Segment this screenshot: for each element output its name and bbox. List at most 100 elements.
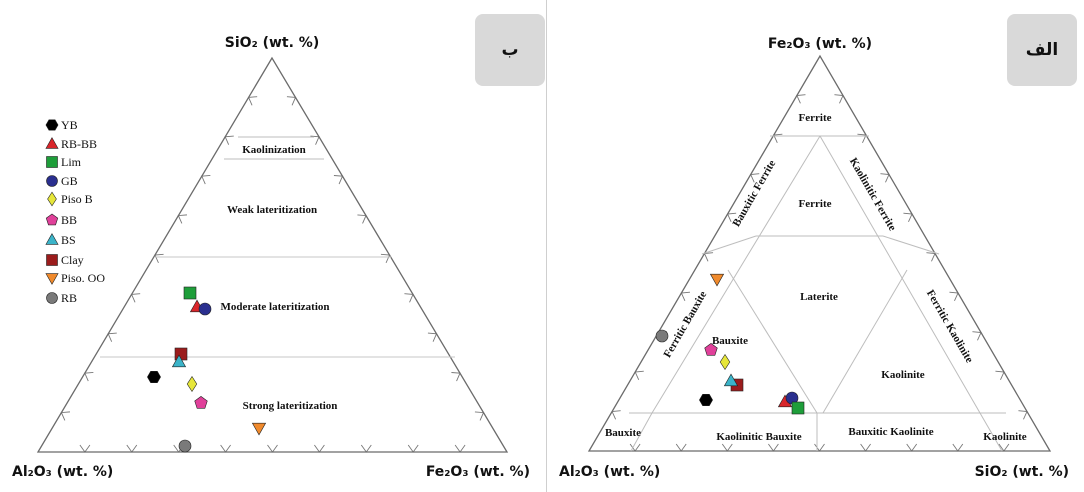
left-tick-right-7: [333, 175, 344, 185]
left-point-lim: [183, 286, 197, 300]
right-zone-laterite: Laterite: [800, 291, 838, 303]
right-axis-right-label: SiO₂ (wt. %): [975, 464, 1069, 480]
left-tick-left-8: [84, 372, 94, 382]
legend-label-lim: Lim: [61, 155, 82, 169]
left-tick-bottom-7: [360, 444, 372, 453]
legend-marker-rb-bb: [45, 137, 59, 149]
left-zone-kaolinization: Kaolinization: [242, 144, 306, 156]
right-tick-bottom-5: [814, 443, 825, 452]
right-tick-left-1: [796, 94, 806, 104]
left-tick-right-6: [357, 214, 367, 224]
legend-marker-piso-b: [47, 191, 57, 207]
right-tick-left-9: [611, 410, 621, 420]
right-ternary-panel: الف Fe₂O₃ (wt. %) Al₂O₃ (wt. %) SiO₂ (wt…: [547, 0, 1084, 492]
legend-label-rb: RB: [61, 291, 77, 305]
left-tick-left-5: [154, 253, 164, 264]
right-tick-right-7: [880, 173, 890, 183]
right-tick-bottom-2: [675, 443, 687, 452]
left-tick-right-3: [427, 332, 438, 342]
left-axis-right-label: Fe₂O₃ (wt. %): [426, 464, 530, 480]
right-zone-bauxitic-kaolinite: Bauxitic Kaolinite: [848, 426, 933, 438]
left-tick-bottom-1: [79, 444, 91, 453]
left-zone-strong-lateritization: Strong lateritization: [243, 400, 338, 412]
right-tick-bottom-3: [721, 443, 733, 452]
legend-marker-yb: [45, 119, 59, 131]
left-panel-badge: ب: [475, 14, 545, 86]
left-zone-weak-lateritization: Weak lateritization: [227, 204, 317, 216]
legend-label-bb: BB: [61, 213, 77, 227]
right-tick-right-2: [995, 370, 1005, 381]
right-zone-ferritic-kaolinite: Ferritic Kaolinite: [924, 288, 976, 365]
legend-marker-rb: [46, 292, 58, 304]
left-tick-left-9: [60, 411, 71, 421]
right-point-bs: [723, 373, 739, 387]
left-sample-points: [147, 286, 267, 453]
left-point-piso-b: [186, 375, 198, 393]
right-zone-kaolinite-corner: Kaolinite: [983, 431, 1027, 443]
right-point-yb: [699, 393, 713, 407]
right-zone-kaolinitic-ferrite: Kaolinitic Ferrite: [847, 156, 899, 233]
legend-label-clay: Clay: [61, 253, 84, 267]
legend-marker-lim: [46, 156, 58, 168]
right-tick-right-3: [972, 331, 982, 341]
right-tick-right-5: [926, 252, 936, 262]
left-point-bb: [194, 396, 208, 409]
right-tick-bottom-6: [860, 443, 871, 452]
left-tick-left-6: [130, 293, 141, 303]
left-point-rb: [178, 439, 192, 453]
right-tick-left-8: [634, 370, 644, 381]
legend-marker-piso-oo: [45, 273, 59, 285]
right-zone-ferrite-top: Ferrite: [799, 112, 832, 124]
left-point-bs: [171, 354, 187, 368]
legend-label-rb-bb: RB-BB: [61, 137, 97, 151]
left-tick-bottom-5: [267, 444, 278, 453]
left-tick-left-7: [107, 332, 117, 342]
right-point-bb: [704, 343, 718, 356]
left-triangle-outline: [36, 56, 509, 453]
right-zone-bauxite-inner: Bauxite: [712, 335, 748, 347]
left-point-yb: [147, 370, 161, 384]
right-tick-bottom-8: [952, 443, 964, 452]
left-tick-right-4: [404, 293, 414, 303]
legend-label-yb: YB: [61, 118, 78, 132]
left-tick-left-4: [177, 214, 188, 224]
right-zone-ferrite-mid: Ferrite: [799, 198, 832, 210]
left-tick-left-3: [201, 175, 211, 185]
left-point-piso-oo: [251, 422, 267, 436]
right-boundary-bottom-corner-left: [630, 412, 653, 452]
left-tick-bottom-8: [407, 444, 419, 453]
legend-marker-clay: [46, 254, 58, 266]
legend-label-piso-b: Piso B: [61, 192, 93, 206]
right-boundary-bottom-corner-right: [979, 412, 1003, 452]
left-tick-right-2: [451, 372, 461, 382]
legend-marker-bb: [45, 213, 59, 226]
legend-marker-gb: [46, 175, 58, 187]
right-boundary-ferrite-left: [701, 235, 757, 255]
right-tick-right-8: [857, 133, 867, 144]
right-axis-left-label: Al₂O₃ (wt. %): [559, 464, 660, 480]
legend-label-piso-oo: Piso. OO: [61, 271, 105, 285]
left-ternary-diagram: SiO₂ (wt. %) Al₂O₃ (wt. %) Fe₂O₃ (wt. %)…: [12, 35, 530, 480]
left-point-gb: [198, 302, 212, 316]
left-zone-moderate-lateritization: Moderate lateritization: [220, 301, 329, 313]
right-boundary-bauxite-split: [727, 269, 818, 414]
legend-label-bs: BS: [61, 233, 76, 247]
right-tick-right-6: [903, 212, 913, 223]
right-tick-right-9: [834, 94, 844, 104]
right-tick-left-5: [703, 252, 714, 262]
left-axis-left-label: Al₂O₃ (wt. %): [12, 464, 113, 480]
legend: YB RB-BB Lim GB Piso B BB BS Clay Piso. …: [45, 118, 105, 305]
right-zone-kaolinite-inner: Kaolinite: [881, 369, 925, 381]
left-tick-right-9: [286, 96, 297, 106]
right-boundary-kaolinite-split: [822, 269, 908, 414]
left-tick-right-1: [474, 411, 485, 421]
left-tick-left-1: [247, 96, 258, 106]
legend-label-gb: GB: [61, 174, 78, 188]
left-tick-bottom-4: [220, 444, 231, 453]
left-tick-right-5: [380, 253, 391, 264]
left-ternary-panel: ب SiO₂ (wt. %) Al₂O₃ (wt. %) Fe₂O₃ (wt. …: [12, 0, 547, 492]
right-tick-left-6: [680, 291, 691, 302]
right-point-rb: [655, 329, 669, 343]
right-tick-bottom-4: [768, 443, 779, 452]
right-tick-right-4: [949, 291, 959, 302]
